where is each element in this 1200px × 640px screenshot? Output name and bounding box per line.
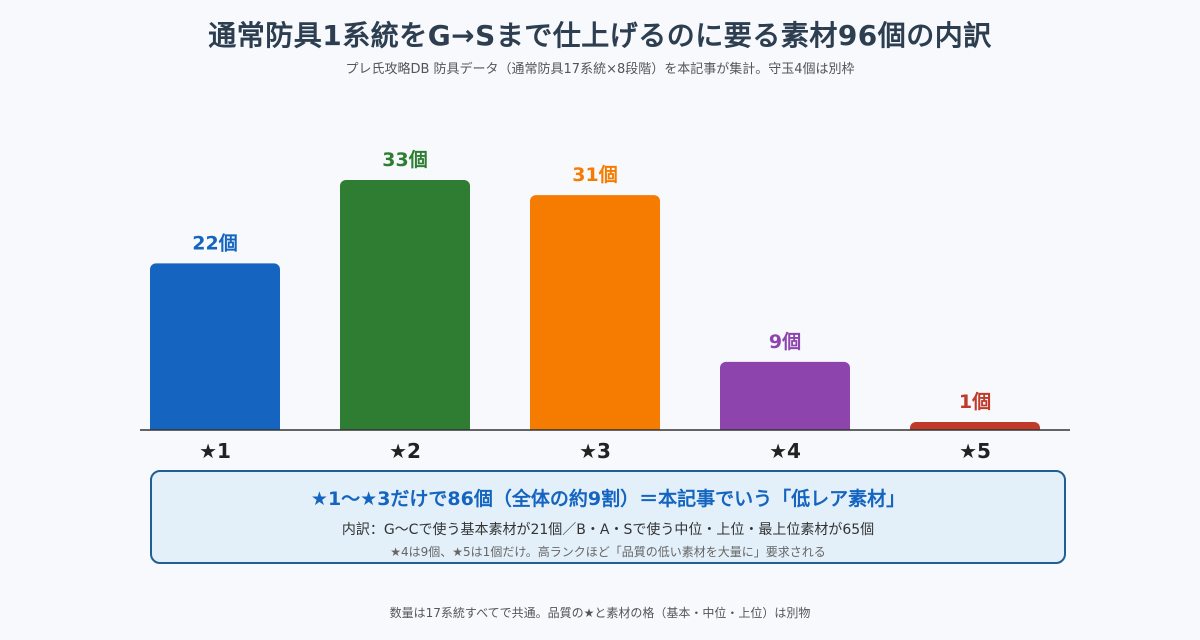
category-label-4: ★4 (769, 439, 801, 463)
category-label-5: ★5 (959, 439, 991, 463)
bar-value-label-4: 9個 (769, 331, 801, 353)
bar-value-label-5: 1個 (959, 391, 991, 413)
bar-2 (340, 180, 470, 436)
bar-1 (150, 263, 280, 436)
category-label-3: ★3 (579, 439, 611, 463)
bar-3 (530, 195, 660, 436)
chart-subtitle: プレ氏攻略DB 防具データ（通常防具17系統×8段階）を本記事が集計。守玉4個は… (345, 62, 855, 77)
bar-value-label-1: 22個 (192, 232, 237, 254)
summary-headline: ★1〜★3だけで86個（全体の約9割）＝本記事でいう「低レア素材」 (310, 488, 906, 510)
bar-value-label-3: 31個 (572, 164, 617, 186)
bar-chart: 22個 33個 31個 9個 1個 ★1 ★2 ★3 ★4 ★5 (140, 149, 1070, 463)
baseline-mask (140, 430, 1050, 442)
footnote: 数量は17系統すべてで共通。品質の★と素材の格（基本・中位・上位）は別物 (389, 606, 811, 620)
bar-4 (720, 361, 850, 436)
summary-detail: 内訳：G〜Cで使う基本素材が21個／B・A・Sで使う中位・上位・最上位素材が65… (341, 522, 875, 538)
summary-box: ★1〜★3だけで86個（全体の約9割）＝本記事でいう「低レア素材」 内訳：G〜C… (150, 470, 1066, 564)
summary-note: ★4は9個、★5は1個だけ。高ランクほど「品質の低い素材を大量に」要求される (390, 545, 826, 559)
bar-value-label-2: 33個 (382, 149, 427, 171)
chart-title: 通常防具1系統をG→Sまで仕上げるのに要る素材96個の内訳 (208, 19, 992, 52)
category-label-2: ★2 (389, 439, 421, 463)
category-label-1: ★1 (199, 439, 231, 463)
